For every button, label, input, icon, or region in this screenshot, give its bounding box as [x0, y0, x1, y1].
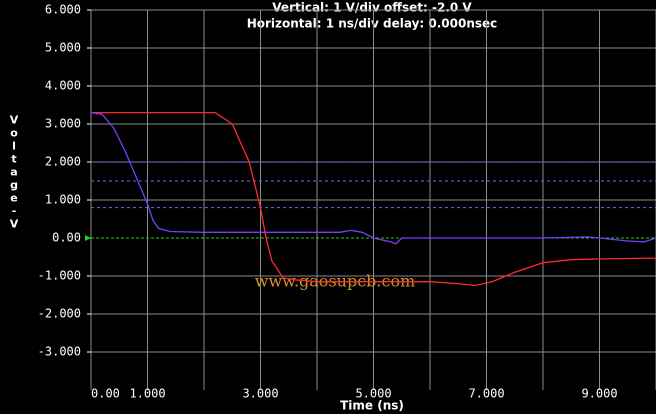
x-tick-label: 5.000: [355, 387, 391, 401]
x-tick-label: 9.000: [581, 387, 617, 401]
y-tick-label: 1.000: [45, 193, 81, 207]
y-tick-label: 6.000: [45, 3, 81, 17]
x-tick-label: 1.000: [129, 387, 165, 401]
y-tick-label: -1.000: [38, 269, 81, 283]
x-tick-label: 0.00: [91, 387, 120, 401]
y-tick-label: -2.000: [38, 307, 81, 321]
y-tick-label: 4.000: [45, 79, 81, 93]
chart-subtitle: Horizontal: 1 ns/div delay: 0.000nsec: [247, 17, 498, 31]
x-tick-label: 3.000: [242, 387, 278, 401]
chart-title: Vertical: 1 V/div offset: -2.0 V: [272, 1, 472, 15]
y-tick-label: 2.000: [45, 155, 81, 169]
x-axis-label: Time (ns): [340, 399, 404, 413]
y-tick-label: 3.000: [45, 117, 81, 131]
series-line: [91, 111, 656, 287]
series-line: [90, 111, 656, 245]
watermark: www.gaosupcb.com: [255, 272, 416, 291]
y-tick-label: 0.00: [52, 231, 81, 245]
zero-marker: [85, 235, 91, 241]
y-axis-label: Voltage-V: [8, 114, 21, 231]
y-tick-label: 5.000: [45, 41, 81, 55]
grid: [90, 9, 656, 390]
x-tick-label: 7.000: [468, 387, 504, 401]
y-tick-label: -3.000: [38, 345, 81, 359]
